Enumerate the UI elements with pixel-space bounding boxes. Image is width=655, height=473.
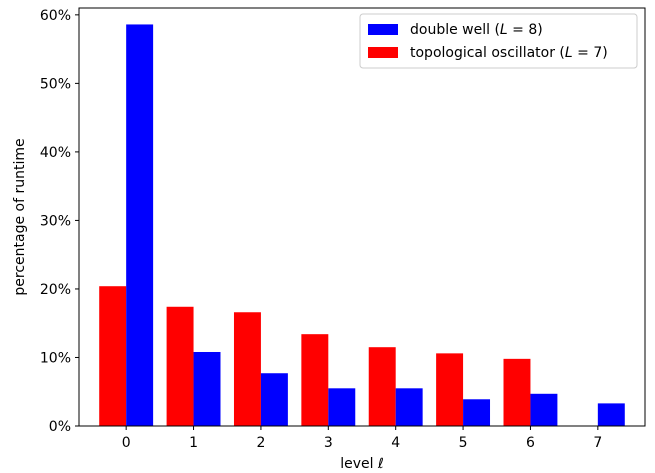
y-tick-label: 40%	[40, 145, 71, 161]
bar-topological-oscillator-0	[99, 286, 127, 426]
legend-swatch	[368, 47, 398, 58]
bar-topological-oscillator-1	[166, 306, 194, 426]
bar-double-well-3	[328, 388, 356, 426]
plot-frame	[78, 7, 646, 427]
legend-swatch	[368, 24, 398, 35]
legend-label: topological oscillator (L = 7)	[410, 45, 608, 61]
y-tick-label: 50%	[40, 76, 71, 92]
x-tick-label: 7	[593, 435, 602, 451]
bar-double-well-4	[395, 388, 423, 426]
legend-label: double well (L = 8)	[410, 22, 543, 38]
plot-area	[99, 24, 625, 427]
legend: double well (L = 8) topological oscillato…	[359, 13, 638, 69]
bar-topological-oscillator-3	[301, 334, 329, 426]
axes: 0 1 2 3 4 5 6 7 0% 10% 20% 30% 40% 50% 60%	[40, 7, 646, 451]
bar-topological-oscillator-2	[233, 312, 261, 426]
bar-double-well-6	[530, 393, 558, 426]
bar-topological-oscillator-6	[503, 358, 531, 426]
y-tick-label: 30%	[40, 213, 71, 229]
x-tick-label: 5	[459, 435, 468, 451]
bar-topological-oscillator-4	[368, 347, 396, 426]
bar-double-well-5	[463, 399, 491, 426]
x-tick-label: 1	[189, 435, 198, 451]
x-tick-label: 2	[256, 435, 265, 451]
y-tick-label: 60%	[40, 8, 71, 24]
y-tick-label: 10%	[40, 350, 71, 366]
bar-double-well-0	[126, 24, 154, 427]
bar-double-well-1	[193, 351, 221, 426]
x-tick-label: 3	[324, 435, 333, 451]
x-tick-label: 0	[122, 435, 131, 451]
y-tick-label: 0%	[49, 419, 71, 435]
x-axis-label: level ℓ	[340, 456, 384, 472]
legend-box	[359, 13, 638, 69]
bar-double-well-2	[260, 373, 288, 426]
bar-double-well-7	[597, 403, 625, 426]
y-axis-label: percentage of runtime	[12, 138, 28, 295]
y-tick-label: 20%	[40, 282, 71, 298]
x-tick-label: 4	[391, 435, 400, 451]
bar-topological-oscillator-5	[436, 353, 464, 426]
x-tick-label: 6	[526, 435, 535, 451]
